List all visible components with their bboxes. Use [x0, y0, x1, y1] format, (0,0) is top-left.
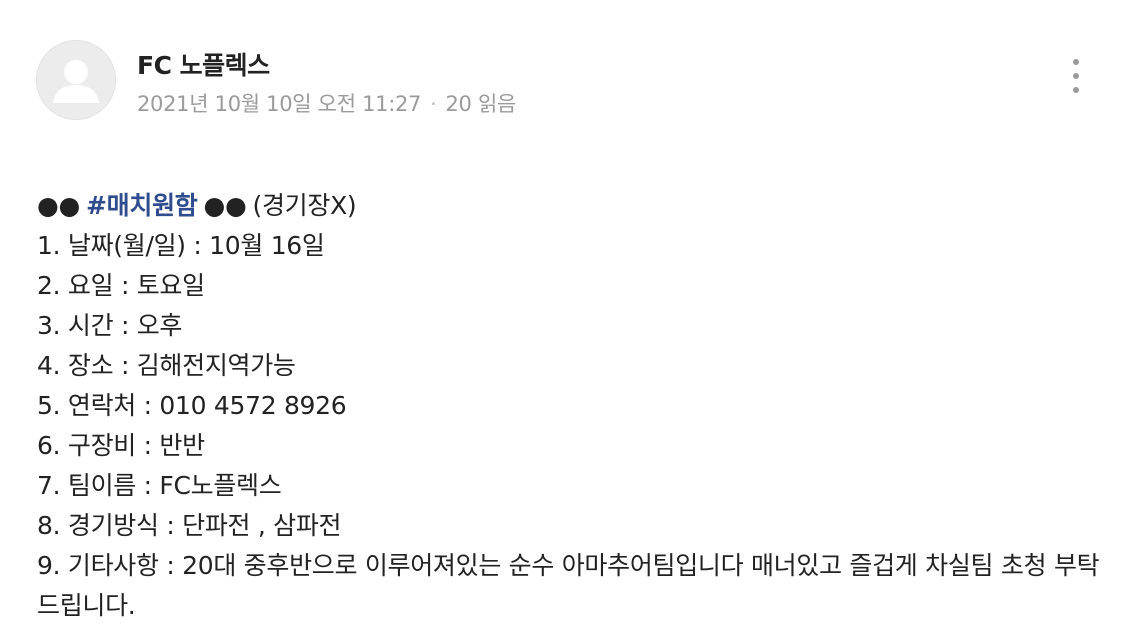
more-options-button[interactable]: [1064, 56, 1088, 96]
more-vertical-icon-dot: [1073, 87, 1079, 93]
post-line-day: 2. 요일 : 토요일: [37, 271, 205, 300]
more-vertical-icon: [1073, 59, 1079, 65]
post-line-time: 3. 시간 : 오후: [37, 311, 183, 340]
post-header: FC 노플렉스 2021년 10월 10일 오전 11:27 · 20 읽음: [36, 40, 1110, 122]
post-line-fee: 6. 구장비 : 반반: [37, 431, 205, 460]
post-headline: ●● #매치원함 ●● (경기장X): [37, 186, 1117, 226]
post-line-date: 1. 날짜(월/일) : 10월 16일: [37, 231, 325, 260]
post-line-team: 7. 팀이름 : FC노플렉스: [37, 471, 282, 500]
post-line-contact: 5. 연락처 : 010 4572 8926: [37, 391, 347, 420]
hashtag-link[interactable]: #매치원함: [86, 191, 198, 220]
view-count: 20 읽음: [445, 92, 517, 116]
headline-bullets-left: ●●: [37, 191, 81, 220]
post-line-notes: 9. 기타사항 : 20대 중후반으로 이루어져있는 순수 아마추어팀입니다 매…: [37, 551, 1100, 620]
avatar[interactable]: [36, 40, 116, 120]
meta-separator: ·: [430, 92, 437, 116]
post-line-place: 4. 장소 : 김해전지역가능: [37, 351, 296, 380]
post-body: ●● #매치원함 ●● (경기장X) 1. 날짜(월/일) : 10월 16일 2. …: [37, 186, 1117, 626]
headline-note: (경기장X): [252, 191, 357, 220]
default-user-avatar-icon: [53, 60, 99, 103]
post-meta: 2021년 10월 10일 오전 11:27 · 20 읽음: [137, 88, 516, 118]
headline-bullets-right: ●●: [203, 191, 247, 220]
post-datetime: 2021년 10월 10일 오전 11:27: [137, 92, 422, 116]
author-name[interactable]: FC 노플렉스: [137, 51, 270, 80]
more-vertical-icon-dot: [1073, 73, 1079, 79]
post-line-format: 8. 경기방식 : 단파전 , 삼파전: [37, 511, 342, 540]
